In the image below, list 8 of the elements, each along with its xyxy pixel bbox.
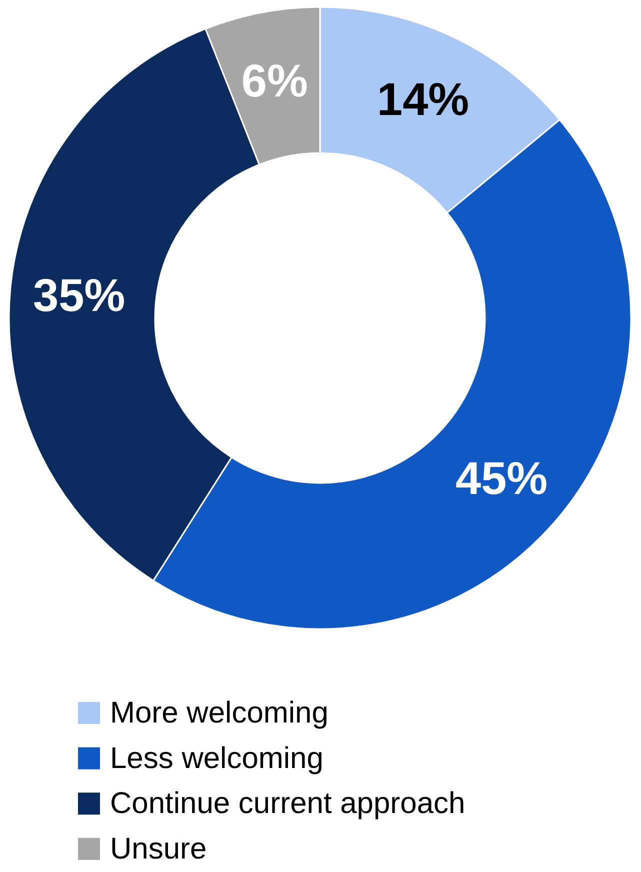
data-label: 14%: [377, 73, 470, 126]
data-label: 45%: [455, 452, 548, 504]
data-label: 35%: [33, 269, 126, 322]
legend-label: Less welcoming: [110, 742, 324, 775]
legend-label: Continue current approach: [110, 787, 466, 820]
legend-label: Unsure: [110, 832, 207, 866]
data-label: 6%: [241, 54, 308, 106]
legend-label: More welcoming: [110, 696, 328, 730]
